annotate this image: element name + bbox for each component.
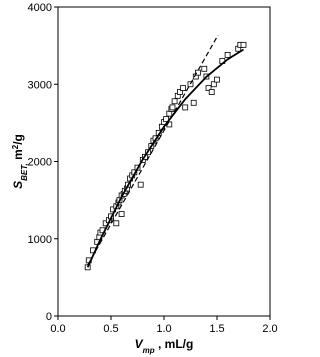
dashed-line: [87, 34, 219, 266]
x-tick-label: 2.0: [262, 323, 277, 335]
label-part: /g: [11, 134, 25, 145]
data-point: [169, 104, 176, 111]
x-axis-label: Vmp , mL/g: [135, 337, 194, 355]
chart: 0.0 0.5 1.0 1.5 2.0 0 1000 2000 3000 4000 Vmp , mL…: [11, 2, 278, 355]
data-point: [210, 81, 217, 88]
x-tick-label: 1.0: [156, 323, 171, 335]
x-tick-label: 1.5: [209, 323, 224, 335]
data-point: [201, 65, 208, 72]
x-tick-label: 0.5: [103, 323, 118, 335]
data-point: [163, 116, 170, 122]
y-tick-label: 3000: [28, 79, 52, 91]
data-point: [205, 85, 212, 92]
x-tick-label: 0.0: [50, 323, 65, 335]
data-point: [214, 76, 220, 83]
label-part: V: [135, 337, 144, 351]
data-point: [118, 211, 125, 217]
data-point: [180, 85, 186, 92]
data-point: [171, 98, 178, 105]
data-point: [182, 104, 189, 111]
data-point: [195, 69, 201, 76]
label-part: mp: [143, 346, 155, 355]
label-part: S: [11, 181, 25, 189]
y-tick-label: 1000: [28, 234, 52, 246]
y-tick-label: 4000: [28, 2, 52, 14]
data-point: [240, 41, 247, 48]
label-part: m: [11, 149, 25, 163]
data-point: [137, 181, 144, 188]
data-point: [187, 81, 194, 88]
data-point: [208, 89, 215, 95]
label-part: BET,: [20, 163, 29, 181]
y-tick-label: 2000: [28, 157, 52, 169]
data-point: [224, 51, 231, 58]
label-part: 2: [11, 144, 20, 149]
data-point: [190, 99, 197, 106]
data-point: [113, 220, 120, 227]
data-point: [176, 89, 183, 95]
y-axis-label: SBET, m2/g: [11, 134, 29, 189]
y-tick-label: 0: [46, 311, 52, 323]
fit-curve: [86, 48, 244, 268]
label-part: , mL/g: [155, 337, 194, 351]
